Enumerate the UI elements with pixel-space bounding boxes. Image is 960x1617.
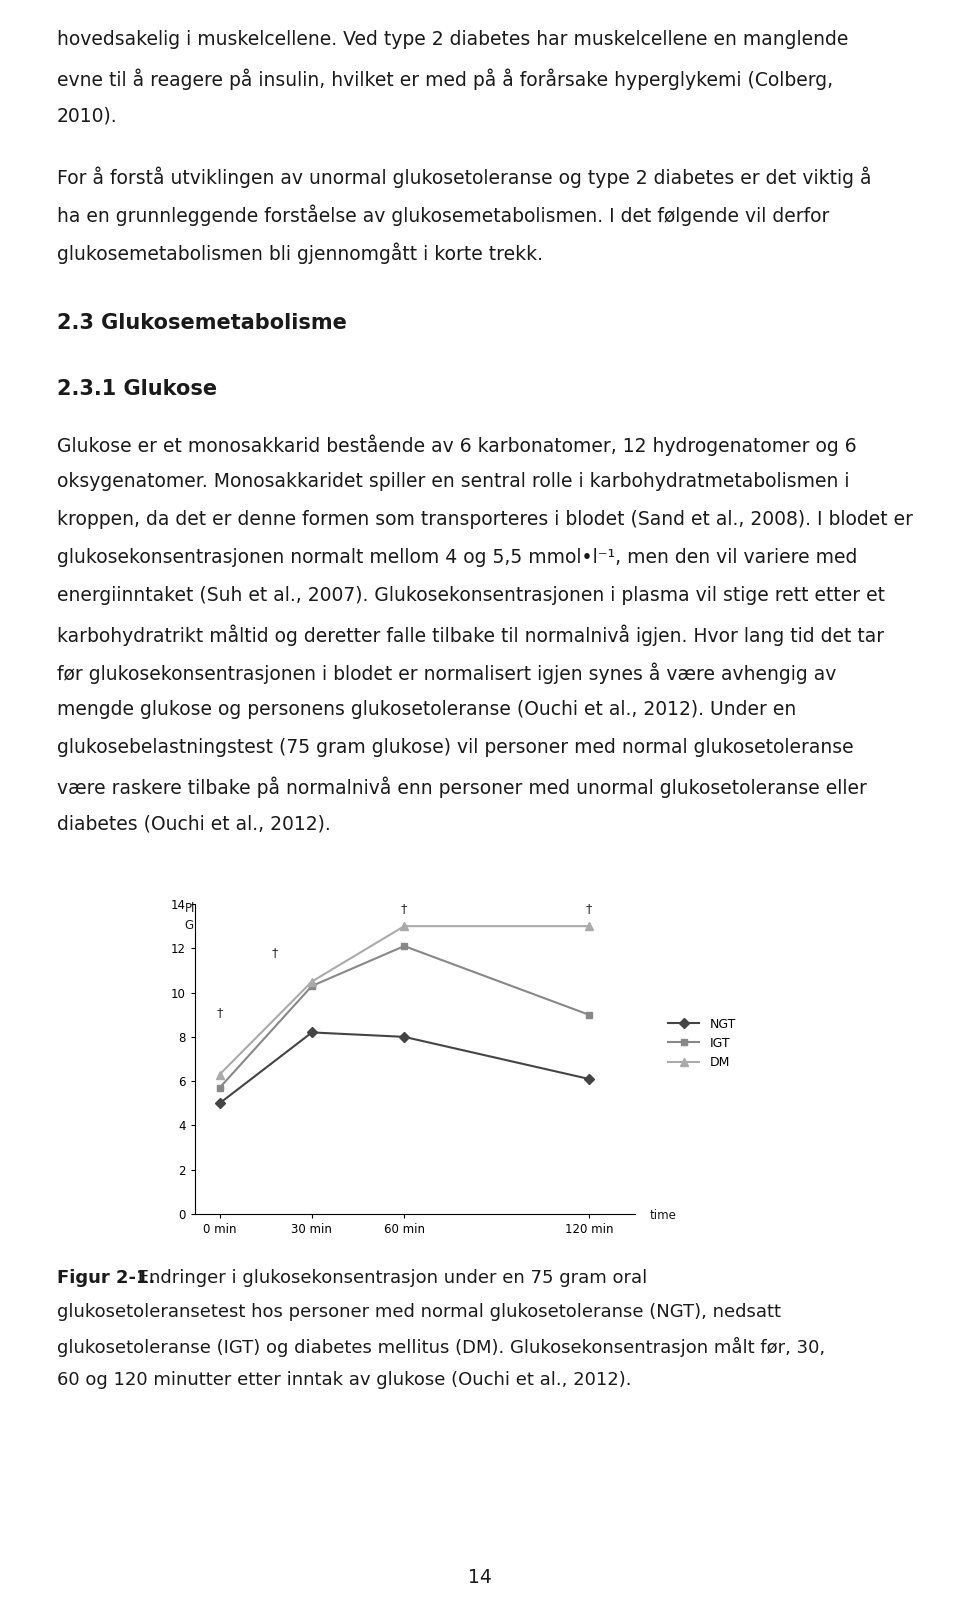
IGT: [583, 1006, 594, 1025]
Text: 2.3.1 Glukose: 2.3.1 Glukose: [57, 378, 217, 399]
Text: 2010).: 2010).: [57, 107, 118, 125]
Text: time: time: [650, 1210, 677, 1222]
Text: hovedsakelig i muskelcellene. Ved type 2 diabetes har muskelcellene en manglende: hovedsakelig i muskelcellene. Ved type 2…: [57, 31, 849, 49]
Text: glukosemetabolismen bli gjennomgått i korte trekk.: glukosemetabolismen bli gjennomgått i ko…: [57, 243, 543, 264]
Text: mengde glukose og personens glukosetoleranse (Ouchi et al., 2012). Under en: mengde glukose og personens glukosetoler…: [57, 700, 796, 720]
IGT: [214, 1079, 226, 1098]
NGT: [583, 1069, 594, 1088]
Text: 60 og 120 minutter etter inntak av glukose (Ouchi et al., 2012).: 60 og 120 minutter etter inntak av gluko…: [57, 1371, 632, 1389]
DM: [214, 1066, 226, 1085]
Text: †: †: [272, 946, 278, 959]
DM: [306, 972, 318, 991]
Text: Glucose (mmol/l): Glucose (mmol/l): [185, 918, 286, 931]
Line: NGT: NGT: [216, 1028, 592, 1106]
DM: [398, 917, 410, 936]
Text: oksygenatomer. Monosakkaridet spiller en sentral rolle i karbohydratmetabolismen: oksygenatomer. Monosakkaridet spiller en…: [57, 472, 850, 492]
Text: Glukose er et monosakkarid bestående av 6 karbonatomer, 12 hydrogenatomer og 6: Glukose er et monosakkarid bestående av …: [57, 433, 856, 456]
Text: glukosetoleransetest hos personer med normal glukosetoleranse (NGT), nedsatt: glukosetoleransetest hos personer med no…: [57, 1303, 781, 1321]
Text: †: †: [401, 902, 407, 915]
Text: †: †: [216, 1006, 223, 1019]
Text: være raskere tilbake på normalnivå enn personer med unormal glukosetoleranse ell: være raskere tilbake på normalnivå enn p…: [57, 776, 867, 797]
Text: diabetes (Ouchi et al., 2012).: diabetes (Ouchi et al., 2012).: [57, 813, 331, 833]
Text: kroppen, da det er denne formen som transporteres i blodet (Sand et al., 2008). : kroppen, da det er denne formen som tran…: [57, 509, 913, 529]
Text: før glukosekonsentrasjonen i blodet er normalisert igjen synes å være avhengig a: før glukosekonsentrasjonen i blodet er n…: [57, 661, 836, 684]
IGT: [306, 977, 318, 996]
Text: For å forstå utviklingen av unormal glukosetoleranse og type 2 diabetes er det v: For å forstå utviklingen av unormal gluk…: [57, 167, 872, 188]
Text: †: †: [586, 902, 592, 915]
Text: Endringer i glukosekonsentrasjon under en 75 gram oral: Endringer i glukosekonsentrasjon under e…: [132, 1269, 647, 1287]
Text: Figur 2-1.: Figur 2-1.: [57, 1269, 156, 1287]
NGT: [214, 1093, 226, 1112]
Text: glukosebelastningstest (75 gram glukose) vil personer med normal glukosetolerans: glukosebelastningstest (75 gram glukose)…: [57, 737, 853, 757]
Text: glukosekonsentrasjonen normalt mellom 4 og 5,5 mmol•l⁻¹, men den vil variere med: glukosekonsentrasjonen normalt mellom 4 …: [57, 548, 857, 568]
Text: 2.3 Glukosemetabolisme: 2.3 Glukosemetabolisme: [57, 314, 347, 333]
Line: DM: DM: [215, 922, 593, 1079]
NGT: [306, 1022, 318, 1041]
Text: glukosetoleranse (IGT) og diabetes mellitus (DM). Glukosekonsentrasjon målt før,: glukosetoleranse (IGT) og diabetes melli…: [57, 1337, 826, 1357]
NGT: [398, 1027, 410, 1046]
DM: [583, 917, 594, 936]
Text: ha en grunnleggende forståelse av glukosemetabolismen. I det følgende vil derfor: ha en grunnleggende forståelse av glukos…: [57, 204, 829, 225]
Text: Plasma: Plasma: [185, 902, 228, 915]
Legend: NGT, IGT, DM: NGT, IGT, DM: [663, 1012, 741, 1074]
IGT: [398, 936, 410, 956]
Text: 14: 14: [468, 1568, 492, 1586]
Line: IGT: IGT: [216, 943, 592, 1091]
Text: karbohydratrikt måltid og deretter falle tilbake til normalnivå igjen. Hvor lang: karbohydratrikt måltid og deretter falle…: [57, 624, 884, 645]
Text: evne til å reagere på insulin, hvilket er med på å forårsake hyperglykemi (Colbe: evne til å reagere på insulin, hvilket e…: [57, 68, 833, 89]
Text: energiinntaket (Suh et al., 2007). Glukosekonsentrasjonen i plasma vil stige ret: energiinntaket (Suh et al., 2007). Gluko…: [57, 585, 885, 605]
